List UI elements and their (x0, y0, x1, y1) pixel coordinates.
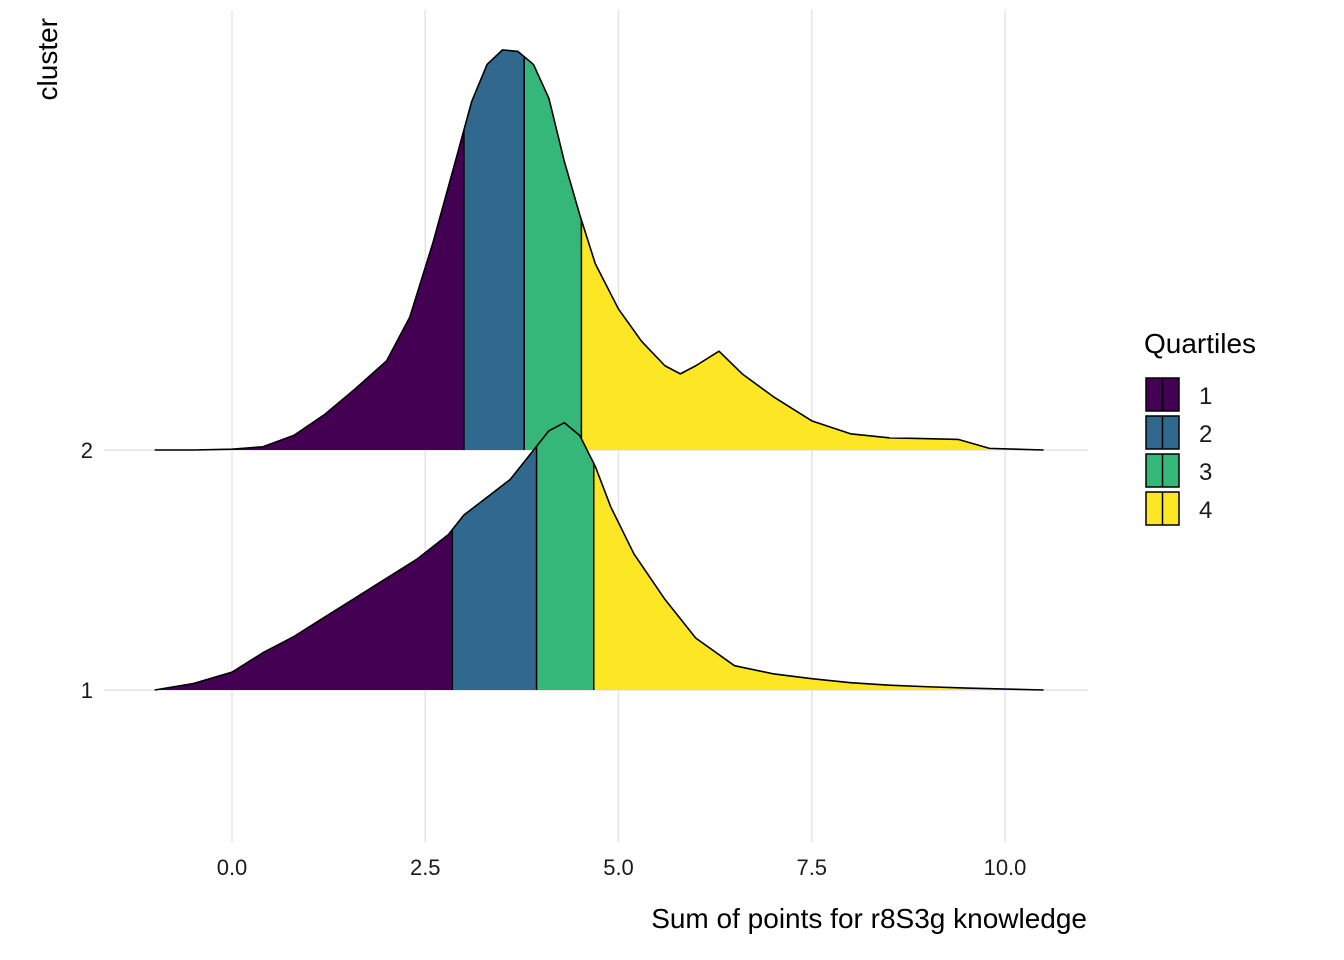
legend-label: 4 (1199, 497, 1212, 524)
quartile-2-area (452, 446, 537, 690)
x-tick-label: 0.0 (217, 855, 248, 880)
ridge-cluster-2 (154, 49, 1044, 451)
legend-title: Quartiles (1144, 328, 1256, 359)
x-tick-label: 10.0 (984, 855, 1027, 880)
quartile-1-area (154, 130, 464, 451)
y-tick-label: 2 (81, 438, 93, 463)
legend-item-3: 3 (1145, 453, 1212, 488)
quartile-1-area (154, 529, 453, 690)
density-ridges (154, 49, 1044, 691)
density-outline (154, 49, 1044, 451)
x-tick-label: 7.5 (796, 855, 827, 880)
quartile-3-area (524, 56, 582, 450)
quartile-3-area (536, 422, 594, 690)
legend-label: 3 (1199, 459, 1212, 486)
ridge-cluster-1 (154, 421, 1044, 691)
x-axis-title: Sum of points for r8S3g knowledge (651, 903, 1087, 934)
x-tick-label: 2.5 (410, 855, 441, 880)
legend: Quartiles 1 2 3 4 (1144, 328, 1256, 526)
quartile-4-area (593, 463, 1044, 690)
y-tick-label: 1 (81, 678, 93, 703)
legend-keys: 1 2 3 4 (1145, 377, 1212, 526)
legend-label: 2 (1199, 421, 1212, 448)
legend-label: 1 (1199, 383, 1212, 410)
legend-item-4: 4 (1145, 491, 1212, 526)
density-outline (154, 421, 1044, 691)
legend-item-2: 2 (1145, 415, 1212, 450)
x-axis-ticks: 0.0 2.5 5.0 7.5 10.0 (217, 855, 1027, 880)
y-axis-ticks: 12 (81, 438, 93, 703)
legend-item-1: 1 (1145, 377, 1212, 412)
x-tick-label: 5.0 (603, 855, 634, 880)
y-axis-title: cluster (32, 18, 63, 100)
quartile-2-area (463, 49, 525, 451)
quartile-4-area (581, 219, 1044, 450)
